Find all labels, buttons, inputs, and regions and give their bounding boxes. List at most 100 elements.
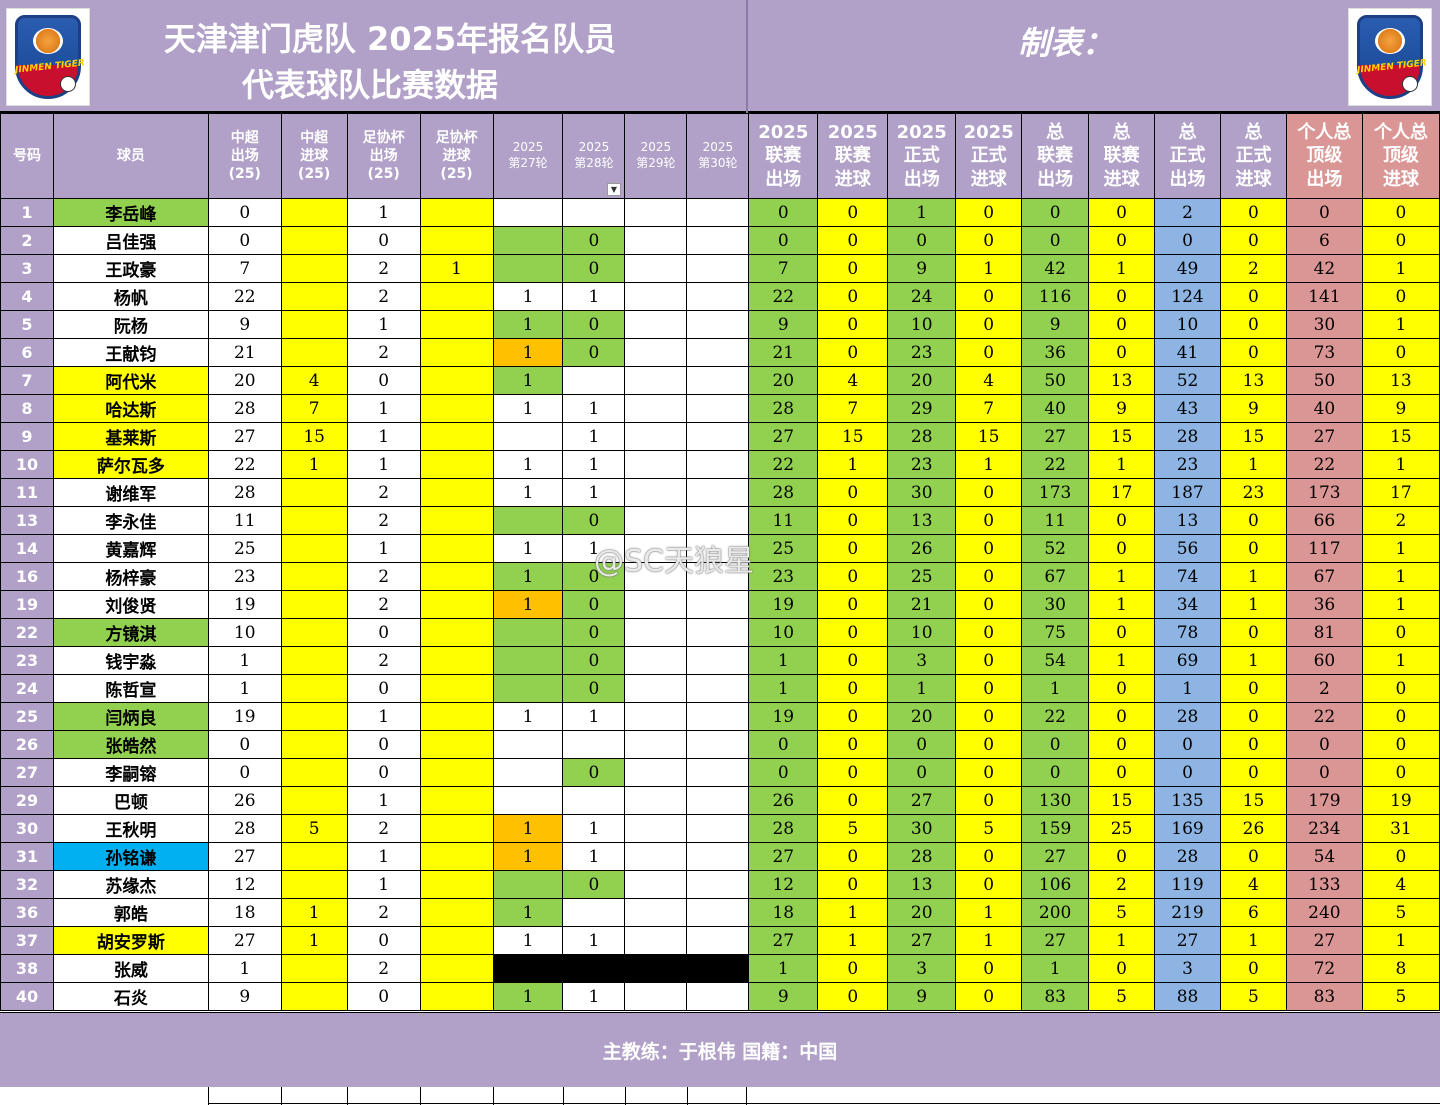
cell-top-apps[interactable]: 173: [1285, 478, 1363, 507]
cell-fa-apps[interactable]: 0: [346, 982, 421, 1011]
cell-tot-of-goals[interactable]: 1: [1219, 590, 1287, 619]
cell-tot-of-goals[interactable]: 1: [1219, 562, 1287, 591]
cell-tot-lg-apps[interactable]: 11: [1021, 506, 1090, 535]
cell-round-27[interactable]: 1: [492, 702, 564, 731]
cell-of-apps[interactable]: 10: [887, 310, 957, 339]
cell-lg-apps[interactable]: 19: [748, 590, 819, 619]
cell-round-29[interactable]: [624, 702, 688, 731]
cell-fa-apps[interactable]: 1: [346, 422, 421, 451]
cell-fa-goals[interactable]: [419, 534, 494, 563]
cell-lg-apps[interactable]: 28: [748, 478, 819, 507]
cell-tot-of-goals[interactable]: 0: [1219, 758, 1287, 787]
cell-top-apps[interactable]: 72: [1285, 954, 1363, 983]
cell-round-30[interactable]: [686, 450, 750, 479]
cell-lg-goals[interactable]: 0: [817, 310, 889, 339]
cell-csl-goals[interactable]: [280, 590, 348, 619]
cell-top-goals[interactable]: 0: [1361, 674, 1440, 703]
cell-tot-of-apps[interactable]: 74: [1154, 562, 1221, 591]
cell-round-29[interactable]: [624, 982, 688, 1011]
cell-of-goals[interactable]: 0: [955, 478, 1023, 507]
cell-fa-goals[interactable]: [419, 310, 494, 339]
cell-top-goals[interactable]: 5: [1361, 898, 1440, 927]
cell-csl-apps[interactable]: 0: [207, 758, 282, 787]
cell-round-27[interactable]: [492, 954, 564, 983]
cell-lg-goals[interactable]: 0: [817, 478, 889, 507]
cell-tot-of-goals[interactable]: 0: [1219, 842, 1287, 871]
cell-fa-apps[interactable]: 0: [346, 730, 421, 759]
cell-tot-lg-goals[interactable]: 1: [1088, 646, 1156, 675]
cell-tot-lg-apps[interactable]: 9: [1021, 310, 1090, 339]
cell-round-30[interactable]: [686, 562, 750, 591]
cell-csl-apps[interactable]: 27: [207, 422, 282, 451]
cell-round-29[interactable]: [624, 506, 688, 535]
cell-tot-lg-apps[interactable]: 42: [1021, 254, 1090, 283]
cell-csl-apps[interactable]: 10: [207, 618, 282, 647]
cell-top-goals[interactable]: 0: [1361, 702, 1440, 731]
cell-tot-of-apps[interactable]: 28: [1154, 422, 1221, 451]
cell-fa-goals[interactable]: [419, 842, 494, 871]
cell-number[interactable]: 22: [0, 618, 54, 647]
cell-tot-lg-goals[interactable]: 0: [1088, 674, 1156, 703]
cell-of-goals[interactable]: 0: [955, 786, 1023, 815]
cell-of-apps[interactable]: 13: [887, 506, 957, 535]
cell-round-30[interactable]: [686, 226, 750, 255]
cell-csl-goals[interactable]: [280, 562, 348, 591]
cell-csl-goals[interactable]: [280, 646, 348, 675]
cell-tot-of-goals[interactable]: 0: [1219, 674, 1287, 703]
cell-round-29[interactable]: [624, 646, 688, 675]
cell-tot-lg-goals[interactable]: 0: [1088, 282, 1156, 311]
dropdown-arrow-icon[interactable]: ▼: [607, 183, 621, 196]
cell-lg-apps[interactable]: 1: [748, 674, 819, 703]
cell-round-29[interactable]: [624, 366, 688, 395]
cell-top-goals[interactable]: 1: [1361, 646, 1440, 675]
cell-of-apps[interactable]: 20: [887, 702, 957, 731]
cell-csl-apps[interactable]: 1: [207, 646, 282, 675]
cell-lg-apps[interactable]: 27: [748, 842, 819, 871]
cell-tot-of-goals[interactable]: 6: [1219, 898, 1287, 927]
cell-lg-apps[interactable]: 0: [748, 198, 819, 227]
cell-csl-apps[interactable]: 27: [207, 842, 282, 871]
cell-top-goals[interactable]: 0: [1361, 730, 1440, 759]
cell-tot-lg-apps[interactable]: 173: [1021, 478, 1090, 507]
cell-round-29[interactable]: [624, 954, 688, 983]
cell-round-27[interactable]: 1: [492, 282, 564, 311]
cell-fa-goals[interactable]: [419, 562, 494, 591]
col-header-r29[interactable]: 2025 第29轮: [624, 113, 688, 199]
cell-csl-goals[interactable]: [280, 842, 348, 871]
cell-tot-lg-goals[interactable]: 25: [1088, 814, 1156, 843]
cell-of-apps[interactable]: 27: [887, 926, 957, 955]
cell-fa-apps[interactable]: 2: [346, 282, 421, 311]
col-header-of-goals[interactable]: 2025 正式 进球: [955, 113, 1023, 199]
cell-tot-of-goals[interactable]: 0: [1219, 954, 1287, 983]
cell-player-name[interactable]: 钱宇淼: [52, 646, 209, 675]
cell-tot-lg-apps[interactable]: 40: [1021, 394, 1090, 423]
cell-round-30[interactable]: [686, 254, 750, 283]
cell-number[interactable]: 38: [0, 954, 54, 983]
cell-of-goals[interactable]: 7: [955, 394, 1023, 423]
cell-csl-goals[interactable]: [280, 674, 348, 703]
cell-round-27[interactable]: 1: [492, 450, 564, 479]
cell-tot-lg-goals[interactable]: 0: [1088, 506, 1156, 535]
cell-csl-goals[interactable]: 1: [280, 450, 348, 479]
cell-lg-goals[interactable]: 0: [817, 674, 889, 703]
cell-fa-apps[interactable]: 1: [346, 786, 421, 815]
cell-number[interactable]: 37: [0, 926, 54, 955]
cell-tot-lg-apps[interactable]: 30: [1021, 590, 1090, 619]
cell-round-30[interactable]: [686, 534, 750, 563]
cell-of-goals[interactable]: 0: [955, 842, 1023, 871]
cell-round-28[interactable]: [562, 954, 626, 983]
cell-of-apps[interactable]: 20: [887, 898, 957, 927]
cell-csl-goals[interactable]: 1: [280, 898, 348, 927]
col-header-name[interactable]: 球员: [52, 113, 209, 199]
cell-fa-goals[interactable]: [419, 590, 494, 619]
cell-lg-goals[interactable]: 0: [817, 590, 889, 619]
cell-tot-lg-goals[interactable]: 17: [1088, 478, 1156, 507]
cell-round-30[interactable]: [686, 338, 750, 367]
cell-fa-apps[interactable]: 1: [346, 198, 421, 227]
cell-round-28[interactable]: 0: [562, 310, 626, 339]
cell-round-28[interactable]: [562, 366, 626, 395]
cell-fa-goals[interactable]: [419, 422, 494, 451]
cell-number[interactable]: 1: [0, 198, 54, 227]
cell-tot-lg-goals[interactable]: 1: [1088, 590, 1156, 619]
cell-player-name[interactable]: 闫炳良: [52, 702, 209, 731]
